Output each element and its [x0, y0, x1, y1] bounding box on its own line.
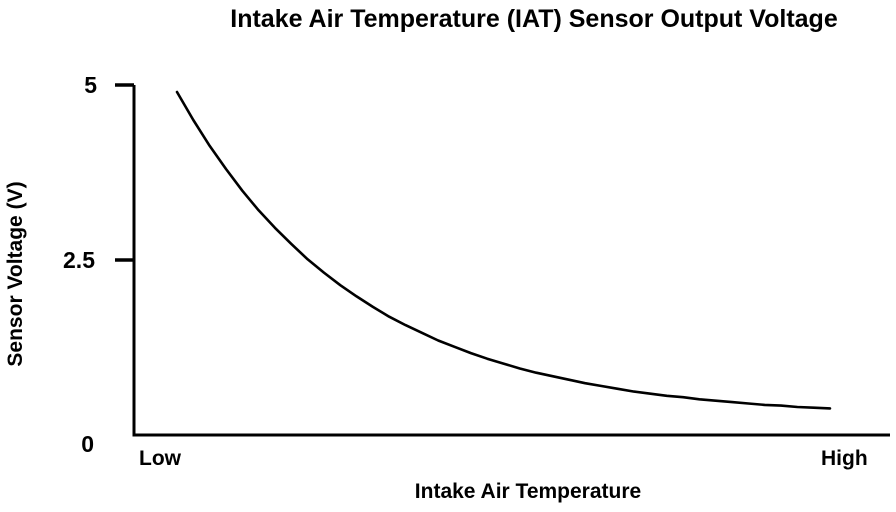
- x-axis-title: Intake Air Temperature: [414, 480, 642, 503]
- x-tick-label-low: Low: [139, 447, 181, 470]
- chart-title: Intake Air Temperature (IAT) Sensor Outp…: [230, 5, 838, 33]
- sensor-voltage-curve: [175, 90, 832, 410]
- y-tick-label-2-5: 2.5: [63, 246, 95, 273]
- y-tick-marks: [115, 83, 134, 262]
- y-tick-label-0: 0: [81, 431, 94, 457]
- axis-lines: [132, 85, 890, 437]
- y-tick-label-5: 5: [84, 71, 97, 98]
- x-tick-label-high: High: [821, 447, 868, 470]
